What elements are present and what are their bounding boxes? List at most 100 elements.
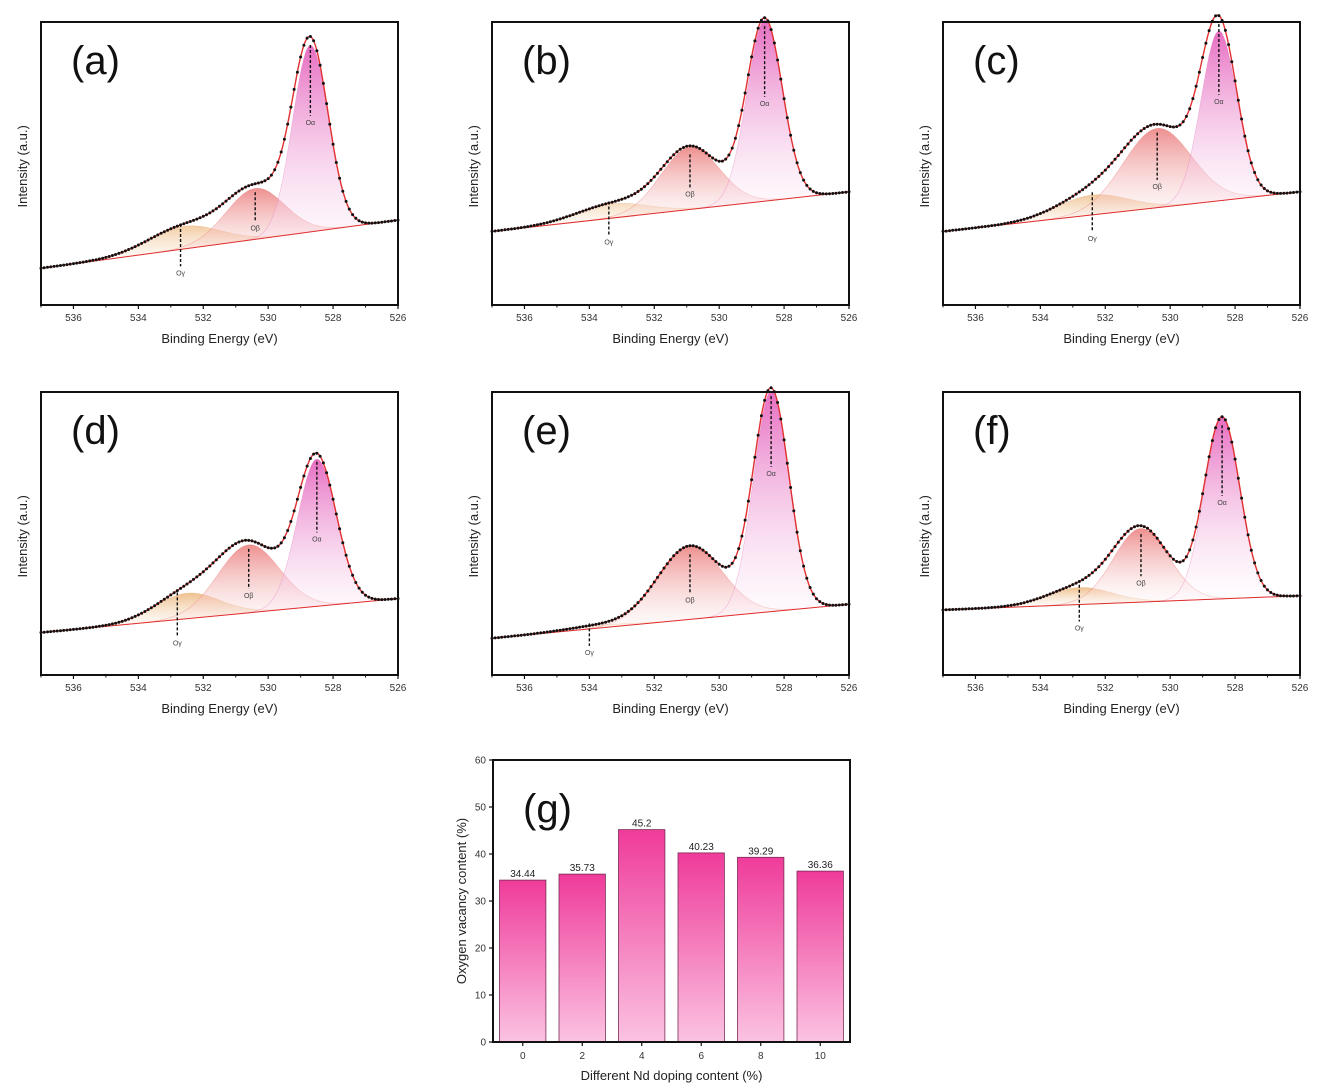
data-point (1129, 138, 1133, 142)
data-point (1038, 596, 1042, 600)
data-point (756, 26, 760, 30)
x-axis-label: Binding Energy (eV) (1063, 701, 1179, 716)
data-point (571, 626, 575, 630)
data-point (1230, 440, 1234, 444)
data-point (961, 607, 964, 611)
data-point (84, 626, 88, 630)
bar-value-label: 40.23 (689, 842, 714, 853)
data-point (746, 73, 750, 77)
data-point (1074, 581, 1078, 585)
data-point (695, 145, 698, 149)
data-point (1249, 161, 1253, 165)
data-point (338, 527, 342, 531)
data-point (211, 561, 215, 565)
data-point (769, 386, 773, 390)
x-tick-label: 526 (1292, 313, 1309, 324)
data-point (110, 622, 114, 626)
data-point (302, 43, 306, 47)
data-point (831, 603, 835, 607)
data-point (354, 216, 358, 220)
data-point (1171, 557, 1175, 561)
data-point (162, 230, 166, 234)
y-tick-label: 20 (475, 944, 487, 955)
data-point (65, 628, 69, 632)
data-point (1269, 591, 1273, 594)
data-point (1139, 129, 1143, 133)
panel-tag: (e) (522, 409, 571, 453)
data-point (951, 228, 955, 232)
x-tick-label: 536 (516, 313, 533, 324)
data-point (120, 619, 124, 623)
data-point (221, 202, 225, 206)
bar (677, 852, 725, 1043)
data-point (685, 144, 689, 148)
data-point (568, 627, 572, 631)
data-point (1262, 187, 1266, 190)
data-point (1282, 594, 1286, 598)
data-point (594, 622, 598, 626)
data-point (688, 544, 692, 548)
data-point (159, 599, 163, 603)
data-point (1003, 604, 1007, 608)
data-point (944, 608, 948, 612)
data-point (964, 607, 968, 611)
data-point (954, 228, 958, 232)
peak-label: Oβ (1152, 184, 1161, 191)
data-point (733, 556, 737, 560)
data-point (149, 606, 153, 610)
data-point (594, 205, 598, 209)
x-tick-label: 526 (1292, 683, 1309, 694)
data-point (513, 634, 517, 638)
data-point (493, 636, 497, 640)
data-point (581, 625, 585, 629)
data-point (685, 544, 689, 548)
data-point (331, 142, 335, 146)
data-point (334, 161, 338, 164)
data-point (821, 602, 825, 605)
data-point (133, 614, 137, 618)
data-point (166, 228, 170, 232)
data-point (769, 28, 773, 32)
data-point (237, 540, 241, 544)
oxygen-vacancy-bar-chart: 34.44 0 35.73 2 45.2 4 40.23 6 39.29 8 36.36 10 0 10 2… (454, 756, 851, 1083)
data-point (198, 572, 202, 576)
x-tick-label: 0 (520, 1051, 526, 1062)
data-point (497, 229, 500, 233)
data-point (1259, 579, 1263, 582)
data-point (1100, 171, 1104, 175)
data-point (802, 564, 806, 568)
data-point (59, 629, 62, 633)
data-point (253, 540, 257, 544)
data-point (746, 499, 750, 503)
data-point (714, 560, 718, 564)
data-point (357, 586, 361, 590)
data-point (1081, 188, 1085, 192)
data-point (247, 538, 251, 542)
data-point (1171, 125, 1175, 129)
data-point (1201, 56, 1205, 59)
x-tick-label: 530 (260, 683, 277, 694)
bar-value-label: 39.29 (748, 846, 773, 857)
data-point (321, 81, 325, 85)
data-point (260, 543, 264, 547)
x-tick-label: 528 (776, 683, 793, 694)
data-point (545, 630, 549, 634)
data-point (1025, 600, 1029, 604)
data-point (1136, 132, 1140, 136)
data-point (1204, 41, 1208, 45)
data-point (1288, 594, 1292, 598)
data-point (234, 191, 238, 195)
data-point (312, 452, 316, 456)
data-point (1107, 165, 1110, 169)
data-point (974, 607, 977, 610)
data-point (727, 153, 731, 157)
data-point (380, 220, 384, 224)
data-point (1074, 192, 1078, 196)
x-axis-label: Binding Energy (eV) (612, 701, 728, 716)
data-point (175, 224, 179, 228)
data-point (308, 457, 312, 460)
data-point (737, 547, 741, 551)
y-axis-label: Intensity (a.u.) (917, 125, 932, 207)
data-point (1058, 202, 1062, 206)
data-point (172, 591, 176, 595)
